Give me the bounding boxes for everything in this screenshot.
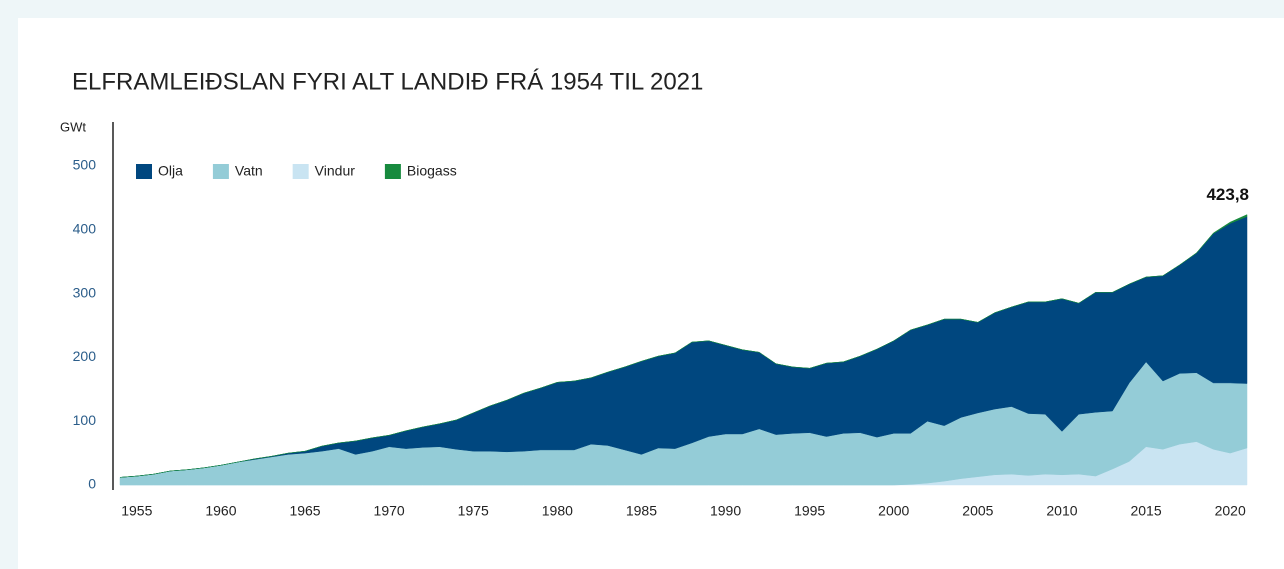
x-tick-label: 1965	[289, 503, 320, 519]
legend-swatch	[292, 164, 309, 179]
legend-swatch	[136, 164, 152, 179]
y-tick-label: 400	[73, 221, 97, 237]
x-tick-label: 1990	[710, 503, 741, 519]
x-tick-label: 1980	[542, 503, 573, 519]
y-tick-label: 500	[73, 157, 97, 173]
y-tick-label: 300	[73, 284, 97, 300]
x-tick-label: 1960	[205, 503, 236, 519]
x-tick-label: 2005	[962, 503, 993, 519]
area	[119, 214, 1248, 478]
legend-label: Vindur	[315, 163, 356, 179]
x-tick-label: 1975	[458, 503, 489, 519]
y-axis-label: GWt	[60, 119, 86, 134]
x-tick-label: 1955	[121, 503, 152, 519]
x-tick-label: 1970	[374, 503, 405, 519]
x-tick-label: 2010	[1046, 503, 1077, 519]
legend-label: Olja	[158, 163, 183, 179]
x-tick-label: 2000	[878, 503, 909, 519]
annotation: 423,8	[1206, 185, 1249, 204]
chart-title: ELFRAMLEIÐSLAN FYRI ALT LANDIÐ FRÁ 1954 …	[72, 68, 703, 95]
legend-swatch	[212, 164, 229, 179]
y-tick-label: 200	[73, 348, 97, 364]
y-tick-label: 100	[73, 412, 97, 428]
x-tick-label: 1995	[794, 503, 825, 519]
legend-swatch	[384, 164, 401, 179]
legend-label: Vatn	[235, 163, 263, 179]
x-tick-label: 2015	[1130, 503, 1161, 519]
x-tick-label: 1985	[626, 503, 657, 519]
legend-label: Biogass	[407, 163, 457, 179]
y-tick-label: 0	[88, 476, 96, 492]
x-tick-label: 2020	[1215, 503, 1246, 519]
